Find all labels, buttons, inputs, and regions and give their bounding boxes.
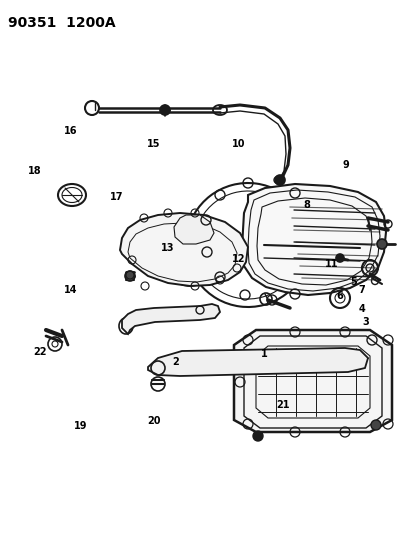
Text: 13: 13 bbox=[161, 243, 175, 253]
Circle shape bbox=[336, 254, 344, 262]
Text: 7: 7 bbox=[358, 286, 365, 295]
Polygon shape bbox=[174, 215, 214, 244]
Polygon shape bbox=[148, 348, 368, 376]
Text: 1: 1 bbox=[261, 350, 268, 359]
Text: 17: 17 bbox=[110, 192, 124, 202]
Text: 4: 4 bbox=[358, 304, 365, 314]
Text: 19: 19 bbox=[74, 422, 88, 431]
Circle shape bbox=[125, 271, 135, 281]
Circle shape bbox=[377, 239, 387, 249]
Text: 12: 12 bbox=[231, 254, 245, 263]
Text: 15: 15 bbox=[147, 139, 160, 149]
Text: 22: 22 bbox=[34, 347, 47, 357]
Text: 5: 5 bbox=[350, 278, 357, 287]
Polygon shape bbox=[234, 330, 392, 432]
Text: 9: 9 bbox=[342, 160, 349, 170]
Text: 90351  1200A: 90351 1200A bbox=[8, 16, 116, 30]
Text: 3: 3 bbox=[362, 318, 369, 327]
Text: 6: 6 bbox=[336, 291, 343, 301]
Polygon shape bbox=[120, 213, 248, 286]
Text: 14: 14 bbox=[64, 286, 78, 295]
Circle shape bbox=[371, 420, 381, 430]
Circle shape bbox=[275, 175, 285, 185]
Text: 18: 18 bbox=[27, 166, 41, 175]
Polygon shape bbox=[122, 304, 220, 334]
Text: 8: 8 bbox=[303, 200, 311, 210]
Circle shape bbox=[160, 105, 170, 115]
Polygon shape bbox=[242, 184, 386, 295]
Text: 16: 16 bbox=[64, 126, 78, 135]
Text: 20: 20 bbox=[147, 416, 160, 426]
Text: 2: 2 bbox=[173, 358, 179, 367]
Circle shape bbox=[253, 431, 263, 441]
Text: 21: 21 bbox=[276, 400, 290, 410]
Text: 11: 11 bbox=[324, 259, 338, 269]
Text: 10: 10 bbox=[231, 139, 245, 149]
